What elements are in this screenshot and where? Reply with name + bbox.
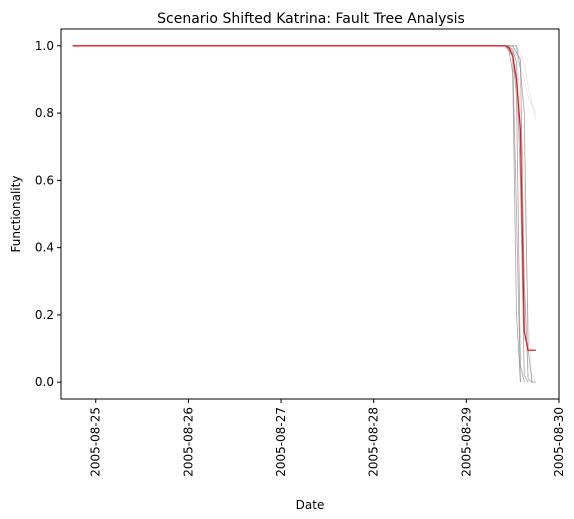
y-tick-label: 0.0 [35, 375, 54, 389]
plot-area [72, 45, 537, 383]
y-tick-label: 1.0 [35, 39, 54, 53]
ensemble-series-line-6 [504, 45, 521, 383]
ensemble-series-line-5 [504, 45, 536, 383]
ensemble-series-line-8 [516, 45, 537, 120]
x-tick-label: 2005-08-26 [181, 407, 195, 477]
y-axis-label: Functionality [9, 176, 23, 253]
y-axis: 0.0 0.2 0.4 0.6 0.8 1.0 [35, 39, 61, 389]
chart-title: Scenario Shifted Katrina: Fault Tree Ana… [157, 11, 465, 27]
y-tick-label: 0.2 [35, 308, 54, 322]
ensemble-series-line-7 [512, 45, 537, 114]
x-tick-label: 2005-08-28 [367, 407, 381, 477]
x-tick-label: 2005-08-29 [459, 407, 473, 477]
y-tick-label: 0.8 [35, 106, 54, 120]
mean-series-line [72, 45, 536, 351]
y-tick-label: 0.4 [35, 241, 54, 255]
x-tick-label: 2005-08-25 [89, 407, 103, 477]
x-tick-label: 2005-08-27 [274, 407, 288, 477]
x-tick-label: 2005-08-30 [552, 407, 566, 477]
ensemble-series-line-1 [504, 45, 521, 383]
x-axis-label: Date [296, 498, 325, 512]
y-tick-label: 0.6 [35, 173, 54, 187]
x-axis: 2005-08-25 2005-08-26 2005-08-27 2005-08-28… [89, 399, 566, 477]
ensemble-series-line-3 [504, 45, 529, 383]
plot-frame [60, 28, 560, 400]
